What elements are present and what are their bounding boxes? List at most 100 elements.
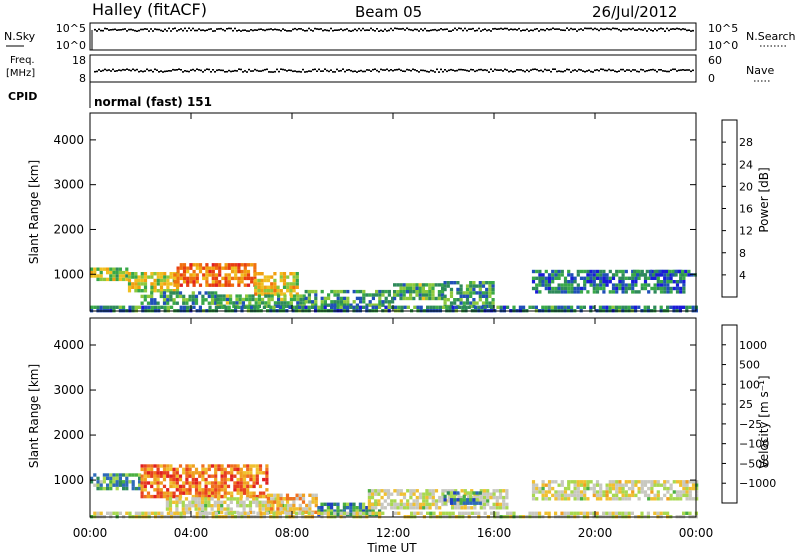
data-cell [194, 481, 199, 485]
data-cell [230, 263, 235, 267]
trace-point [420, 69, 422, 72]
data-cell [586, 269, 590, 274]
data-cell [153, 488, 157, 492]
data-cell [127, 282, 132, 286]
data-cell [418, 502, 423, 507]
data-cell [412, 290, 416, 294]
trace-point [126, 68, 128, 70]
data-cell [204, 298, 208, 302]
trace-point [560, 29, 562, 31]
data-cell [115, 476, 119, 481]
data-cell [399, 293, 403, 297]
data-cell [191, 504, 195, 508]
data-cell [326, 506, 330, 510]
trace-point [224, 29, 226, 32]
trace-point [216, 28, 218, 30]
trace-point [644, 70, 646, 73]
data-cell [213, 500, 217, 504]
data-cell [615, 483, 619, 487]
data-cell [248, 500, 253, 504]
data-cell [493, 511, 497, 515]
data-cell [560, 493, 564, 498]
data-cell [399, 290, 403, 294]
trace-point [196, 68, 198, 70]
data-cell [412, 296, 416, 301]
data-cell [205, 280, 209, 284]
freq-right-tick-bottom: 0 [708, 72, 715, 85]
data-cell [178, 464, 183, 468]
trace-point [424, 69, 426, 72]
trace-point [238, 29, 240, 31]
data-cell [554, 480, 558, 484]
data-cell [462, 498, 466, 502]
data-cell [112, 274, 116, 278]
trace-point [290, 30, 292, 32]
data-cell [343, 289, 347, 294]
data-cell [237, 263, 241, 267]
trace-point [580, 69, 582, 71]
data-cell [621, 290, 625, 294]
trace-point [210, 28, 212, 30]
data-cell [292, 510, 296, 514]
data-cell [214, 477, 218, 482]
data-cell [99, 274, 103, 278]
data-cell [191, 481, 195, 485]
trace-point [504, 27, 506, 30]
data-cell [150, 289, 154, 293]
data-cell [292, 275, 296, 279]
data-cell [648, 269, 653, 274]
data-cell [112, 305, 116, 309]
data-cell [541, 305, 545, 309]
data-cell [225, 294, 229, 298]
trace-point [544, 29, 546, 32]
trace-point [240, 30, 242, 32]
data-cell [191, 477, 195, 482]
data-cell [449, 294, 454, 298]
trace-point [398, 68, 400, 71]
data-cell [178, 494, 183, 499]
data-cell [422, 506, 426, 510]
data-cell [541, 280, 545, 284]
data-cell [307, 300, 311, 304]
data-cell [449, 291, 454, 295]
data-cell [362, 509, 366, 513]
data-cell [618, 483, 622, 487]
data-cell [611, 305, 615, 309]
data-cell [258, 500, 262, 504]
data-cell [560, 480, 564, 484]
data-cell [166, 285, 170, 289]
data-cell [538, 290, 542, 294]
trace-point [506, 69, 508, 71]
noise-left-label: N.Sky [4, 30, 36, 43]
data-cell [624, 483, 628, 487]
trace-point [458, 27, 460, 30]
data-cell [276, 493, 280, 497]
data-cell [106, 305, 110, 309]
data-cell [143, 278, 148, 283]
trace-point [634, 29, 636, 31]
trace-point [670, 28, 672, 30]
data-cell [326, 511, 330, 515]
data-cell [233, 464, 237, 468]
trace-point [188, 70, 190, 73]
data-cell [583, 483, 587, 487]
data-cell [547, 486, 552, 491]
data-cell [643, 280, 648, 284]
data-cell [621, 276, 625, 280]
data-cell [538, 283, 542, 287]
data-cell [138, 483, 142, 487]
data-cell [570, 276, 574, 280]
trace-point [618, 28, 620, 31]
trace-point [110, 70, 112, 72]
data-cell [182, 266, 187, 270]
data-cell [605, 493, 609, 498]
data-cell [453, 501, 457, 505]
data-cell [204, 491, 208, 495]
data-cell [260, 282, 264, 286]
data-cell [175, 494, 179, 499]
data-cell [140, 477, 144, 482]
data-cell [478, 291, 482, 295]
data-cell [239, 474, 243, 478]
trace-point [558, 28, 560, 30]
data-cell [336, 293, 340, 297]
